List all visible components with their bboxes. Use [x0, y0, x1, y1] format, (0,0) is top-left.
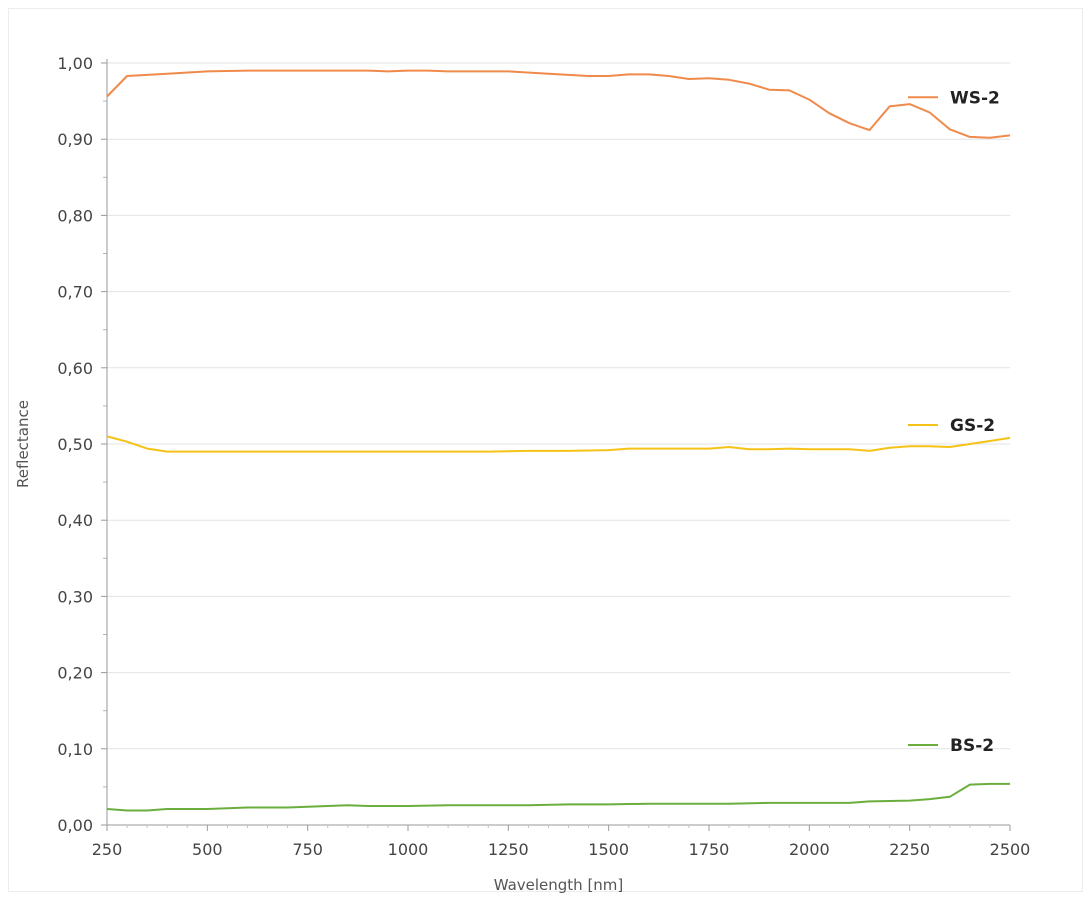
series-line-ws-2	[106, 69, 1011, 139]
axes	[101, 59, 1011, 831]
legend-label: BS-2	[950, 736, 994, 756]
x-tick-label: 2000	[789, 840, 830, 859]
x-tick-label: 2500	[990, 840, 1031, 859]
y-tick-label: 0,40	[57, 511, 93, 530]
x-tick-label: 1750	[689, 840, 730, 859]
y-tick-label: 0,90	[57, 130, 93, 149]
y-tick-label: 0,50	[57, 435, 93, 454]
x-tick-label: 500	[192, 840, 223, 859]
y-tick-label: 0,70	[57, 283, 93, 302]
grid-lines	[107, 62, 1010, 750]
x-tick-label: 2250	[889, 840, 930, 859]
y-tick-label: 0,20	[57, 664, 93, 683]
y-tick-label: 0,00	[57, 816, 93, 835]
x-tick-label: 1250	[488, 840, 529, 859]
legend: WS-2 GS-2 BS-2	[908, 88, 1000, 756]
tick-labels: 0,00 0,10 0,20 0,30 0,40 0,50 0,60 0,70 0,80 0,90…	[57, 54, 1030, 859]
x-tick-label: 250	[92, 840, 123, 859]
y-tick-label: 0,80	[57, 206, 93, 225]
series-line-gs-2	[106, 435, 1011, 453]
y-tick-label: 0,60	[57, 359, 93, 378]
legend-label: WS-2	[950, 88, 1000, 108]
x-tick-label: 750	[292, 840, 323, 859]
x-tick-label: 1000	[388, 840, 429, 859]
legend-label: GS-2	[950, 416, 995, 436]
x-tick-label: 1500	[588, 840, 629, 859]
y-axis-label: Reflectance	[14, 400, 32, 488]
series-lines	[106, 69, 1011, 812]
y-tick-label: 1,00	[57, 54, 93, 73]
series-line-bs-2	[106, 782, 1010, 812]
y-tick-label: 0,10	[57, 740, 93, 759]
y-tick-label: 0,30	[57, 587, 93, 606]
x-axis-label: Wavelength [nm]	[494, 876, 624, 894]
